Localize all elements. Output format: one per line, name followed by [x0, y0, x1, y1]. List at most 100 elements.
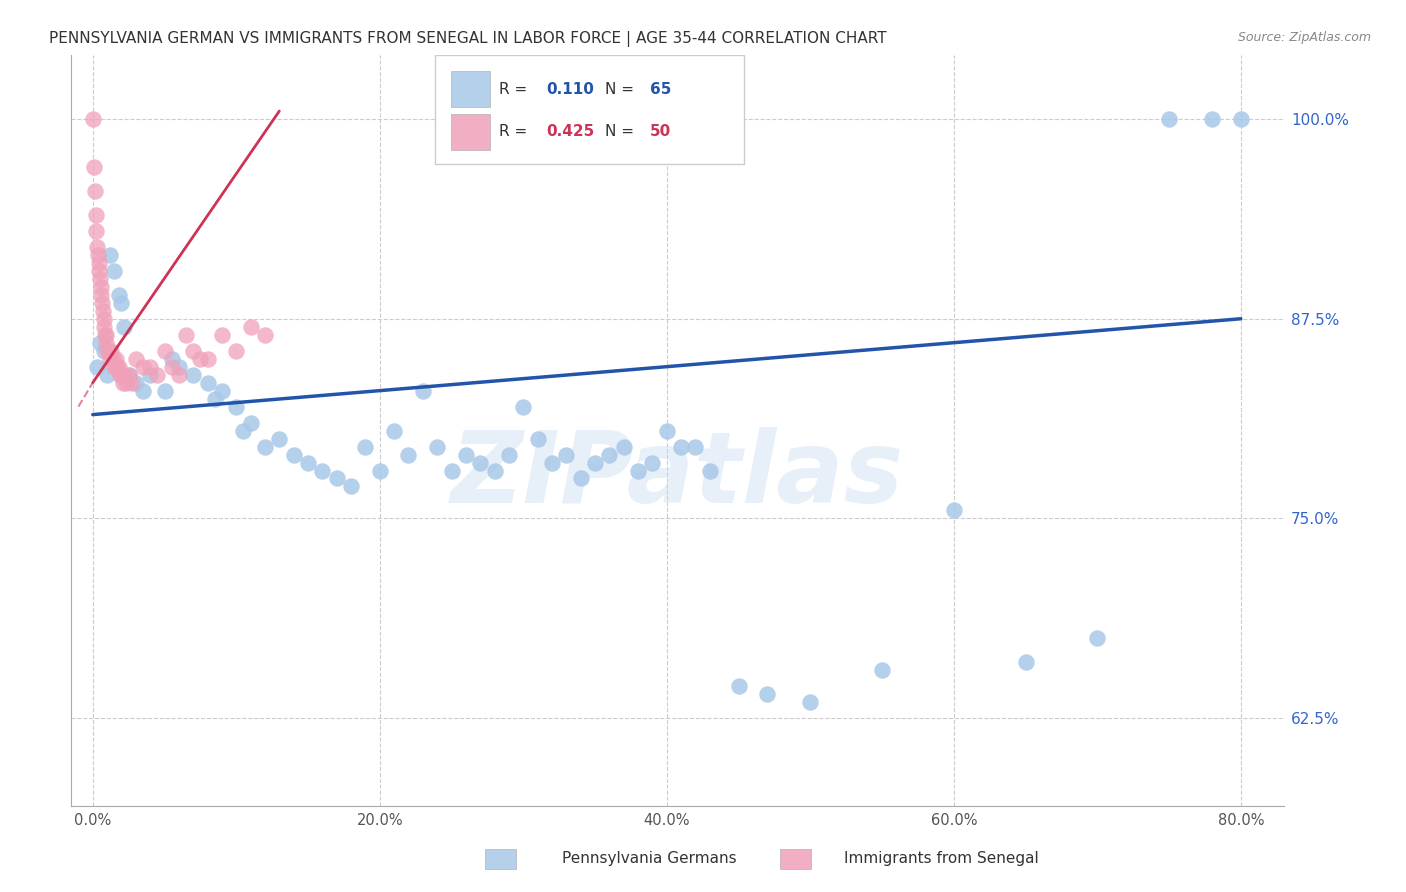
Point [86, 224, 108, 238]
Point [181, 368, 204, 382]
Point [1201, 112, 1223, 126]
Text: 50: 50 [650, 124, 671, 139]
Point [97, 343, 120, 358]
Point [197, 376, 219, 390]
Point [146, 368, 169, 382]
Point [86, 359, 108, 374]
Point [613, 440, 636, 454]
Point [756, 687, 779, 701]
Point [98, 248, 121, 262]
Text: Source: ZipAtlas.com: Source: ZipAtlas.com [1237, 31, 1371, 45]
Point [89, 335, 111, 350]
Point [641, 456, 664, 470]
Point [1014, 655, 1036, 669]
Point [311, 463, 333, 477]
Point [541, 456, 564, 470]
Point [96, 343, 118, 358]
Point [107, 359, 129, 374]
Point [139, 359, 162, 374]
Point [117, 368, 139, 382]
Point [108, 368, 131, 382]
Point [107, 287, 129, 301]
Point [655, 424, 678, 438]
Point [340, 479, 363, 493]
Point [90, 280, 112, 294]
Point [699, 463, 721, 477]
Point [98, 351, 121, 366]
Point [84, 184, 107, 198]
Point [583, 456, 606, 470]
Point [253, 327, 276, 342]
Point [512, 400, 534, 414]
Point [174, 327, 197, 342]
Text: R =: R = [499, 124, 533, 139]
Text: PENNSYLVANIA GERMAN VS IMMIGRANTS FROM SENEGAL IN LABOR FORCE | AGE 35-44 CORREL: PENNSYLVANIA GERMAN VS IMMIGRANTS FROM S… [49, 31, 887, 47]
Point [112, 319, 135, 334]
Point [111, 376, 134, 390]
Point [325, 471, 347, 485]
Point [368, 463, 391, 477]
Point [283, 448, 305, 462]
Point [569, 471, 592, 485]
Point [94, 327, 117, 342]
Point [225, 400, 247, 414]
Point [398, 448, 420, 462]
Point [82, 112, 104, 126]
Point [125, 351, 148, 366]
Point [669, 440, 692, 454]
Point [84, 208, 107, 222]
Point [204, 392, 226, 406]
Point [121, 376, 143, 390]
Point [110, 368, 132, 382]
Point [426, 440, 449, 454]
Text: N =: N = [605, 82, 638, 97]
Point [382, 424, 405, 438]
Point [598, 448, 620, 462]
Point [104, 351, 127, 366]
Point [211, 384, 233, 398]
Point [96, 335, 118, 350]
Point [870, 663, 893, 677]
Point [942, 503, 965, 517]
Point [197, 351, 219, 366]
FancyBboxPatch shape [434, 55, 744, 164]
Point [125, 376, 148, 390]
Text: Pennsylvania Germans: Pennsylvania Germans [562, 851, 737, 865]
Point [87, 248, 110, 262]
Point [160, 351, 183, 366]
Point [91, 295, 114, 310]
Text: Immigrants from Senegal: Immigrants from Senegal [844, 851, 1039, 865]
Point [239, 416, 262, 430]
Point [454, 448, 477, 462]
Point [93, 311, 115, 326]
Point [100, 343, 122, 358]
Point [1085, 632, 1108, 646]
Point [153, 384, 176, 398]
Point [190, 351, 212, 366]
Point [153, 343, 176, 358]
Point [1157, 112, 1180, 126]
Point [470, 456, 492, 470]
Point [94, 327, 117, 342]
Point [225, 343, 247, 358]
Point [114, 376, 136, 390]
Point [412, 384, 434, 398]
Text: 65: 65 [650, 82, 671, 97]
Point [160, 359, 183, 374]
Point [112, 368, 135, 382]
Point [103, 359, 125, 374]
Point [253, 440, 276, 454]
Text: ZIPatlas: ZIPatlas [451, 427, 904, 524]
FancyBboxPatch shape [451, 71, 489, 107]
Point [167, 368, 190, 382]
Text: R =: R = [499, 82, 533, 97]
Point [117, 368, 139, 382]
Point [181, 343, 204, 358]
Point [90, 287, 112, 301]
FancyBboxPatch shape [451, 114, 489, 150]
Point [685, 440, 707, 454]
Point [269, 432, 291, 446]
Point [132, 359, 155, 374]
Point [484, 463, 506, 477]
Point [103, 264, 125, 278]
